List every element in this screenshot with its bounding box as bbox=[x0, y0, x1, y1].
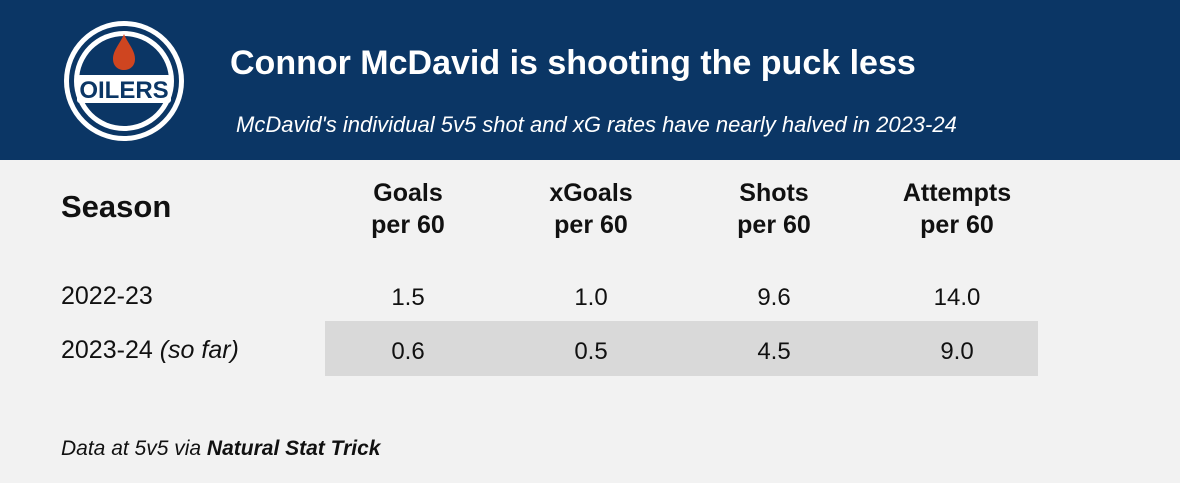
header-xgoals-line2: per 60 bbox=[554, 211, 628, 239]
header-goals-line2: per 60 bbox=[371, 211, 445, 239]
row-2-season-note: (so far) bbox=[159, 336, 239, 364]
logo-text: OILERS bbox=[79, 77, 168, 104]
header-season-label: Season bbox=[61, 189, 172, 224]
highlight-row-background bbox=[325, 321, 1038, 376]
footnote-source: Natural Stat Trick bbox=[206, 437, 381, 460]
row-1-season-label: 2022-23 bbox=[61, 282, 153, 310]
row-2-season: 2023-24 (so far) bbox=[61, 336, 239, 365]
row-2-attempts: 9.0 bbox=[940, 338, 974, 365]
header-xgoals: xGoals per 60 bbox=[521, 177, 661, 241]
header-goals: Goals per 60 bbox=[338, 177, 478, 241]
row-2-shots: 4.5 bbox=[757, 338, 791, 365]
row-2-xgoals: 0.5 bbox=[574, 338, 608, 365]
header-xgoals-line1: xGoals bbox=[549, 179, 633, 207]
row-1-xgoals: 1.0 bbox=[574, 284, 608, 311]
chart-title: Connor McDavid is shooting the puck less bbox=[230, 44, 916, 82]
header-attempts-line1: Attempts bbox=[902, 179, 1012, 207]
chart-subtitle: McDavid's individual 5v5 shot and xG rat… bbox=[236, 112, 957, 137]
source-footnote: Data at 5v5 via Natural Stat Trick bbox=[61, 437, 380, 461]
row-1-season: 2022-23 bbox=[61, 282, 153, 311]
footnote-prefix: Data at 5v5 via bbox=[61, 437, 207, 460]
row-2-goals: 0.6 bbox=[391, 338, 425, 365]
header-season: Season bbox=[61, 191, 171, 223]
oilers-logo: OILERS bbox=[64, 21, 184, 141]
stats-table: Season Goals per 60 xGoals per 60 Shots … bbox=[0, 160, 1180, 483]
row-1-shots: 9.6 bbox=[757, 284, 791, 311]
header-shots-line2: per 60 bbox=[737, 211, 811, 239]
row-2-season-label: 2023-24 bbox=[61, 336, 153, 364]
header-attempts-line2: per 60 bbox=[920, 211, 994, 239]
header-goals-line1: Goals bbox=[373, 179, 443, 207]
row-1-goals: 1.5 bbox=[391, 284, 425, 311]
header-shots: Shots per 60 bbox=[704, 177, 844, 241]
header-shots-line1: Shots bbox=[739, 179, 809, 207]
row-1-attempts: 14.0 bbox=[933, 284, 981, 311]
header-attempts: Attempts per 60 bbox=[872, 177, 1042, 241]
header-banner: OILERS Connor McDavid is shooting the pu… bbox=[0, 0, 1180, 160]
